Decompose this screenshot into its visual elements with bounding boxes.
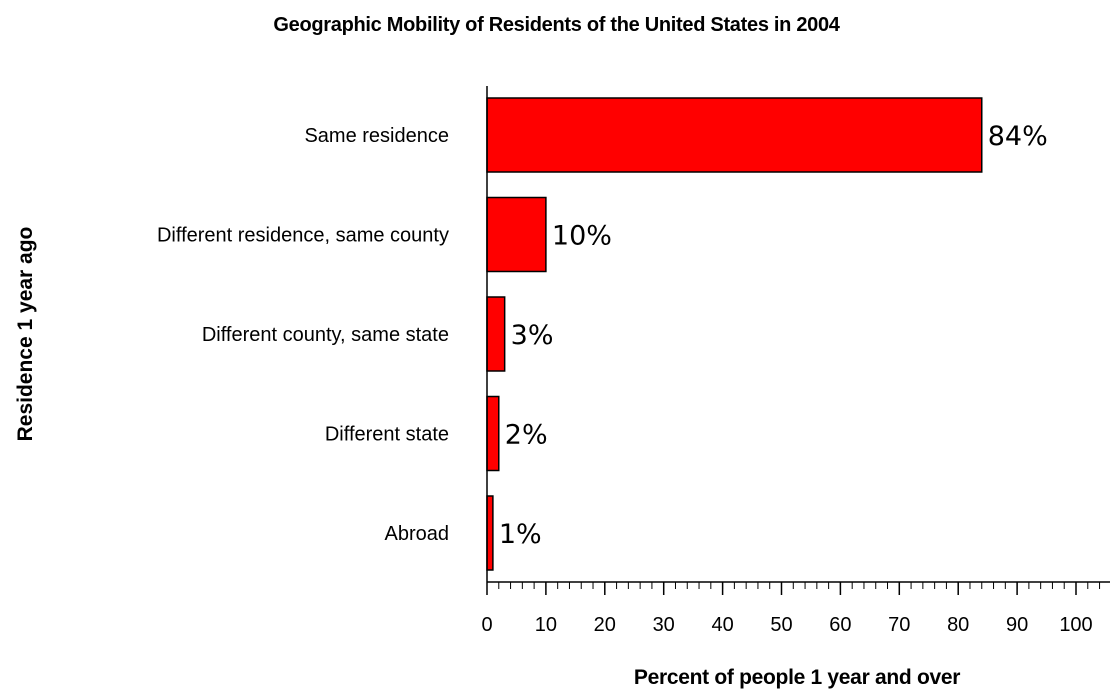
- value-label-different-state: 2%: [505, 420, 548, 451]
- x-tick-label-50: 50: [770, 614, 792, 636]
- x-axis-title: Percent of people 1 year and over: [633, 666, 961, 689]
- axes: [486, 86, 1110, 595]
- x-tick-label-60: 60: [829, 614, 851, 636]
- bars: [486, 97, 983, 571]
- chart-title: Geographic Mobility of Residents of the …: [273, 14, 840, 36]
- x-tick-label-40: 40: [711, 614, 733, 636]
- value-label-different-county-same-state: 3%: [511, 320, 554, 351]
- bar-same-residence: [486, 97, 983, 173]
- x-tick-label-0: 0: [481, 614, 492, 636]
- value-label-abroad: 1%: [499, 519, 542, 550]
- x-tick-label-30: 30: [653, 614, 675, 636]
- category-label-same-residence: Same residence: [304, 125, 449, 147]
- category-label-abroad: Abroad: [385, 523, 450, 545]
- x-tick-label-10: 10: [535, 614, 557, 636]
- x-tick-label-100: 100: [1059, 614, 1092, 636]
- category-label-different-county-same-state: Different county, same state: [202, 324, 449, 346]
- labels: Same residence 84% Different residence, sa…: [157, 121, 1093, 636]
- x-tick-label-20: 20: [594, 614, 616, 636]
- value-label-same-residence: 84%: [988, 121, 1048, 152]
- bar-abroad: [486, 495, 494, 571]
- x-tick-label-80: 80: [947, 614, 969, 636]
- category-label-different-state: Different state: [325, 424, 449, 446]
- bar-different-county-same-state: [486, 296, 506, 372]
- bar-different-residence-same-county: [486, 196, 547, 273]
- value-label-different-residence-same-county: 10%: [552, 221, 612, 252]
- category-label-different-residence-same-county: Different residence, same county: [157, 225, 449, 247]
- x-tick-label-90: 90: [1006, 614, 1028, 636]
- x-tick-label-70: 70: [888, 614, 910, 636]
- bar-different-state: [486, 395, 500, 472]
